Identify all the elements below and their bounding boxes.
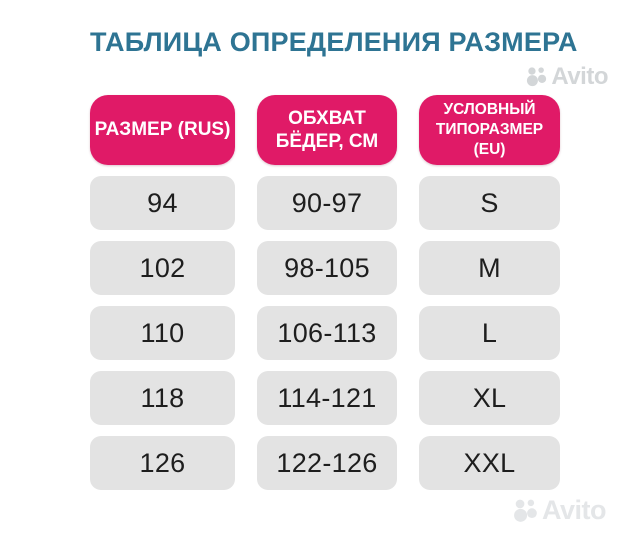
header-cell-hips-cm: ОБХВАТ БЁДЕР, СМ <box>257 95 397 165</box>
cell-eu-size: XXL <box>419 436 560 490</box>
cell-eu-size: L <box>419 306 560 360</box>
page-title: ТАБЛИЦА ОПРЕДЕЛЕНИЯ РАЗМЕРА <box>90 27 578 57</box>
cell-size-rus: 102 <box>90 241 235 295</box>
header-line: ТИПОРАЗМЕР <box>435 120 544 138</box>
cell-hips-cm: 114-121 <box>257 371 397 425</box>
avito-watermark-bottom: Avito <box>513 495 607 526</box>
header-line: БЁДЕР, СМ <box>275 131 379 152</box>
header-cell-size-rus: РАЗМЕР (RUS) <box>90 95 235 165</box>
cell-size-rus: 118 <box>90 371 235 425</box>
size-table: РАЗМЕР (RUS) ОБХВАТ БЁДЕР, СМ УСЛОВНЫЙ Т… <box>90 95 560 490</box>
avito-dots-logo-icon <box>526 66 548 88</box>
cell-hips-cm: 90-97 <box>257 176 397 230</box>
header-line: ОБХВАТ <box>288 107 366 129</box>
cell-eu-size: XL <box>419 371 560 425</box>
cell-eu-size: M <box>419 241 560 295</box>
header-line: РАЗМЕР (RUS) <box>94 119 231 141</box>
cell-size-rus: 126 <box>90 436 235 490</box>
cell-hips-cm: 122-126 <box>257 436 397 490</box>
cell-size-rus: 94 <box>90 176 235 230</box>
cell-hips-cm: 106-113 <box>257 306 397 360</box>
avito-dots-logo-icon <box>513 498 539 524</box>
avito-watermark-text: Avito <box>551 63 608 90</box>
header-cell-eu-size: УСЛОВНЫЙ ТИПОРАЗМЕР (EU) <box>419 95 560 165</box>
avito-watermark-top: Avito <box>526 63 608 91</box>
header-line: (EU) <box>473 141 506 159</box>
header-line: УСЛОВНЫЙ <box>443 100 536 118</box>
cell-hips-cm: 98-105 <box>257 241 397 295</box>
cell-size-rus: 110 <box>90 306 235 360</box>
cell-eu-size: S <box>419 176 560 230</box>
avito-watermark-text: Avito <box>542 495 607 525</box>
